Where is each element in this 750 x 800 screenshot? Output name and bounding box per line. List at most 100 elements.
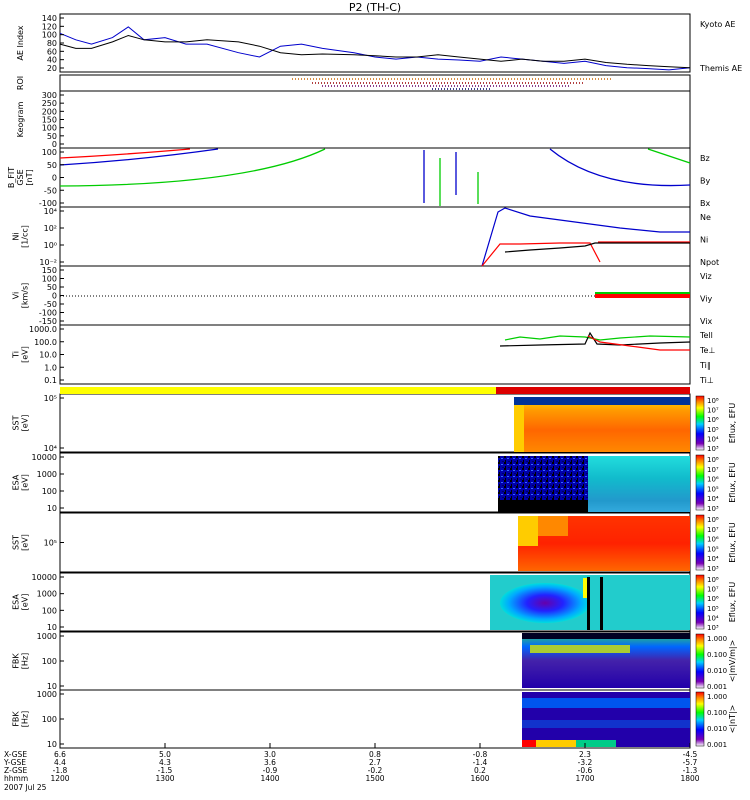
legend-entry: Tell [699, 331, 713, 340]
legend-entry: Ti∥ [699, 361, 711, 370]
bfit-bx-line-late [549, 148, 691, 187]
roi-markers [292, 78, 612, 90]
legend-entry: Themis AE [699, 64, 742, 73]
ylabel-ti: Ti [eV] [12, 346, 30, 363]
sst-ion-fill [514, 397, 690, 452]
xtick-time: 1800 [680, 774, 699, 783]
legend-entry: Bx [700, 199, 710, 208]
ti-red-line [587, 335, 690, 351]
bfit-bx-line [59, 148, 219, 166]
sst-ion-left-edge [514, 405, 524, 452]
colorbar-tick: 10⁶ [707, 416, 719, 424]
xtick-coord: 0.8 [369, 750, 381, 759]
ytick-label: 10⁵ [44, 539, 57, 548]
xtick-coord: -4.5 [683, 750, 698, 759]
xtick-coord: 5.0 [159, 750, 171, 759]
xtick-coord: 6.6 [54, 750, 66, 759]
colorbar-tick: 10³ [707, 445, 719, 453]
ni-ni-line [481, 207, 690, 267]
ti-green-line [504, 335, 691, 341]
ytick-label: 10 [47, 504, 57, 513]
fbk-b-corner [522, 740, 536, 747]
colorbar-tick: 10³ [707, 624, 719, 632]
xtick-coord: -1.4 [473, 758, 488, 767]
xtick-coord: 3.0 [264, 750, 276, 759]
ytick-label: 80 [47, 39, 57, 48]
ytick-label: 100 [42, 715, 57, 724]
legend-entry: Npot [700, 258, 719, 267]
sst-ion-spectrogram [514, 397, 690, 452]
ylabel-fbk_b: FBK [Hz] [12, 711, 30, 728]
ni-lines [481, 207, 690, 267]
colorbar-tick: 10⁸ [707, 397, 719, 405]
bfit-bz-line [59, 148, 191, 159]
xtick-coord: 3.6 [264, 758, 276, 767]
esa-ion-spectrogram [498, 456, 690, 512]
colorbar-tick: 0.001 [707, 683, 727, 691]
ytick-label: 10 [47, 740, 57, 749]
ytick-label: 10⁵ [44, 394, 57, 403]
colorbar-tick: 10⁷ [707, 526, 719, 534]
ylabel-line: B_FIT [7, 167, 16, 188]
colorbar-tick: 10⁷ [707, 586, 719, 594]
colorbar-tick: 0.100 [707, 651, 727, 659]
ytick-label: 100 [42, 657, 57, 666]
ylabel-line: FBK [12, 653, 21, 669]
ylabel-line: [km/s] [21, 283, 30, 309]
ylabel-keogram: Keogram [16, 101, 25, 137]
xtick-coord: -1.3 [683, 766, 698, 775]
ytick-label: 120 [42, 22, 57, 31]
xrow-label: Z-GSE [4, 766, 28, 775]
ylabel-line: [nT] [25, 169, 34, 185]
colorbar-tick: 10⁸ [707, 576, 719, 584]
panel-frame-ti [59, 324, 691, 385]
colorbar-label: Eflux, EFU [728, 522, 737, 563]
legend-entry: Te⊥ [699, 346, 715, 355]
colorbar-label-text: <|mV/m|> [728, 640, 737, 683]
colorbar-label-text: Eflux, EFU [728, 582, 737, 623]
ytick-label: 10 [47, 682, 57, 691]
colorbar-tick: 10⁷ [707, 407, 719, 415]
ytick-label: 250 [42, 99, 57, 108]
fbk-b-spectrogram [522, 692, 690, 747]
colorbar-tick: 10⁸ [707, 516, 719, 524]
colorbar-label-text: <|nT|> [728, 705, 737, 734]
panel-frame-keogram [59, 90, 691, 149]
ytick-label: 0 [52, 292, 57, 301]
fbk-b-band-2 [522, 720, 690, 728]
xtick-time: 1700 [575, 774, 594, 783]
xtick-coord: 2.7 [369, 758, 381, 767]
ylabel-line: [Hz] [21, 711, 30, 727]
sst-electron-patch [518, 516, 538, 546]
fbk-b-corner-3 [576, 740, 616, 747]
ylabel-line: Vi [12, 292, 21, 300]
ytick-label: 100 [42, 148, 57, 157]
ylabel-line: SST [12, 415, 21, 430]
colorbar-label: <|nT|> [728, 705, 737, 734]
colorbar-tick: 0.001 [707, 741, 727, 749]
legend-entry: Ti⊥ [699, 376, 714, 385]
ytick-label: 100 [42, 275, 57, 284]
ylabel-line: [eV] [21, 534, 30, 551]
colorbar-tick: 1.000 [707, 693, 727, 701]
ytick-label: 10⁴ [44, 207, 57, 216]
ytick-label: 10⁴ [44, 444, 57, 453]
ylabel-line: GSE [16, 169, 25, 185]
legend-entry: Ni [700, 236, 708, 245]
colorbar-label-text: Eflux, EFU [728, 462, 737, 503]
esa-electron-blob [500, 583, 590, 623]
colorbar-tick: 10⁵ [707, 426, 719, 434]
legend-entry: Kyoto AE [700, 20, 735, 29]
legend-entry: Ne [700, 213, 711, 222]
ylabel-sst_i: SST [eV] [12, 415, 30, 432]
ylabel-line: SST [12, 535, 21, 550]
colorbar-tick: 0.010 [707, 667, 727, 675]
esa-electron-streak-2 [600, 577, 603, 630]
xtick-coord: 4.3 [159, 758, 171, 767]
fbk-e-top [522, 633, 690, 639]
ytick-label: 100 [42, 31, 57, 40]
mode-bar-yellow [60, 387, 496, 394]
fbk-e-yellow [530, 645, 630, 653]
